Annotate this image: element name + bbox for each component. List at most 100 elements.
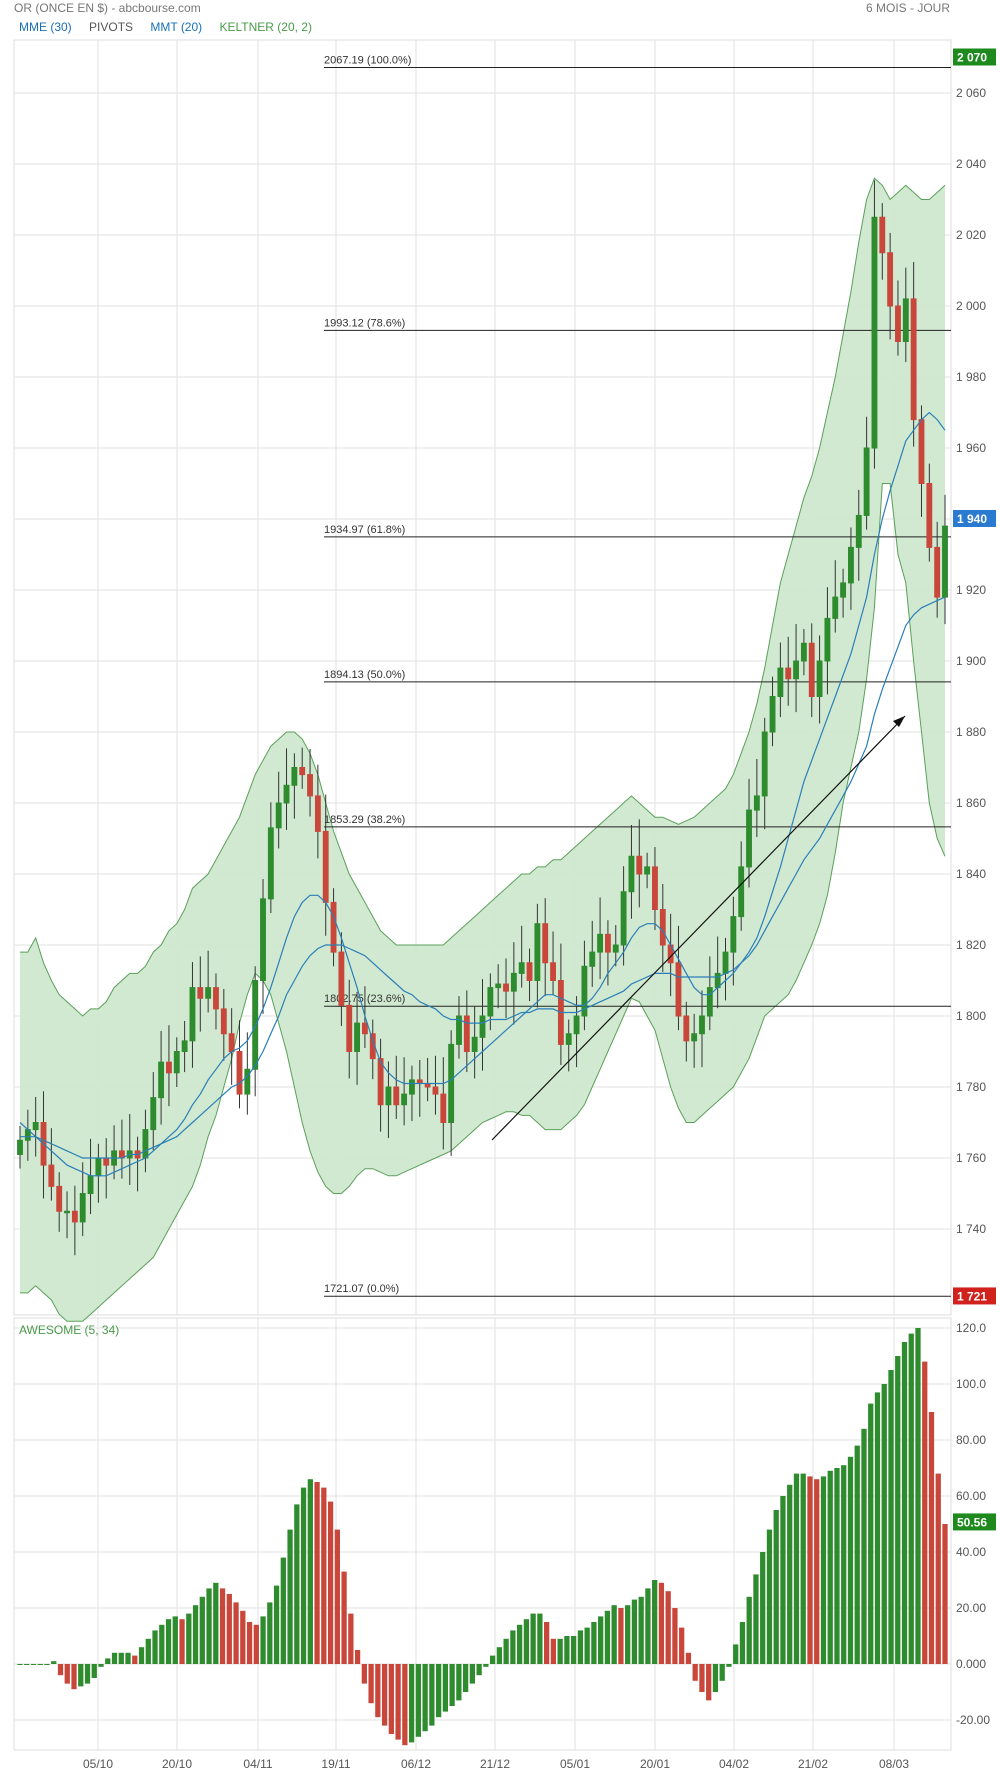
candle-body <box>604 933 611 953</box>
osc-tick-label: 100.0 <box>956 1377 986 1391</box>
candle-body <box>581 965 588 1017</box>
candle <box>612 925 619 967</box>
candle <box>79 1162 86 1237</box>
oscillator-bar <box>739 1622 746 1664</box>
candle <box>32 1096 39 1157</box>
oscillator-bar <box>233 1602 239 1664</box>
candle-body <box>918 419 925 485</box>
candle-body <box>401 1093 408 1106</box>
candle-body <box>236 1051 243 1095</box>
candle-body <box>675 962 682 1017</box>
candle-body <box>863 447 870 516</box>
candle-body <box>479 1015 486 1038</box>
candle-body <box>691 1033 698 1042</box>
oscillator-bar <box>685 1652 692 1664</box>
oscillator-bar <box>841 1465 847 1664</box>
oscillator-bar <box>503 1638 509 1664</box>
oscillator-bar <box>145 1638 151 1664</box>
oscillator-badge-label: 50.56 <box>957 1515 987 1529</box>
candle-body <box>440 1093 447 1123</box>
oscillator-bar <box>213 1582 219 1664</box>
candle-body <box>158 1061 165 1099</box>
candle-body <box>361 1022 368 1035</box>
oscillator-bar <box>111 1652 118 1664</box>
x-tick-label: 05/10 <box>83 1757 113 1771</box>
candle-body <box>510 972 517 992</box>
legend-pivots[interactable]: PIVOTS <box>89 20 134 34</box>
candle <box>910 261 917 447</box>
candle <box>244 1032 251 1115</box>
oscillator-bar <box>388 1664 394 1734</box>
x-tick-label: 20/01 <box>640 1757 670 1771</box>
candle-body <box>463 1015 470 1052</box>
candle-body <box>471 1036 478 1053</box>
period-label[interactable]: 6 MOIS - JOUR <box>865 1 950 15</box>
candle <box>824 587 831 695</box>
oscillator-bar <box>544 1622 550 1664</box>
candle-body <box>652 866 658 911</box>
candle <box>330 888 337 967</box>
candle <box>267 802 274 914</box>
candle <box>581 940 588 1031</box>
legend-mmt[interactable]: MMT (20) <box>150 20 203 34</box>
oscillator-bar <box>246 1622 253 1664</box>
candle-body <box>87 1175 94 1194</box>
candle <box>746 778 752 888</box>
oscillator-bar <box>192 1605 199 1664</box>
oscillator-bar <box>476 1664 482 1676</box>
candle <box>769 676 776 747</box>
candle <box>534 903 541 1008</box>
y-tick-label: 1 740 <box>956 1222 986 1236</box>
candle <box>385 1061 392 1139</box>
oscillator-bar <box>901 1342 908 1664</box>
candle-body <box>299 767 306 776</box>
oscillator-bar <box>132 1655 138 1664</box>
oscillator-bar <box>834 1468 840 1664</box>
candle <box>456 996 462 1059</box>
oscillator-bar <box>395 1664 401 1740</box>
candle-body <box>283 784 290 804</box>
candle-body <box>314 795 321 832</box>
price-panel-frame <box>13 39 952 1316</box>
oscillator-bar <box>652 1580 658 1664</box>
candle-body <box>753 795 760 811</box>
legend-keltner[interactable]: KELTNER (20, 2) <box>219 20 312 34</box>
candle-body <box>448 1043 455 1124</box>
candle <box>291 753 298 819</box>
oscillator-bar <box>307 1479 313 1664</box>
x-tick-label: 04/11 <box>243 1757 272 1771</box>
oscillator-bar <box>334 1529 340 1664</box>
fib-level-label: 1993.12 (78.6%) <box>324 317 405 329</box>
oscillator-bar <box>327 1501 334 1664</box>
oscillator-bar <box>226 1594 232 1664</box>
oscillator-badge-box <box>953 1513 996 1531</box>
oscillator-bar <box>483 1664 489 1667</box>
y-tick-label: 2 000 <box>956 299 986 313</box>
candle-body <box>777 667 784 697</box>
candle <box>808 623 815 718</box>
candle <box>495 964 502 1009</box>
candle <box>463 990 470 1073</box>
legend-mme[interactable]: MME (30) <box>19 20 72 34</box>
candle <box>150 1072 157 1151</box>
oscillator-bar <box>273 1585 280 1664</box>
oscillator-bar <box>489 1655 496 1664</box>
candle-body <box>848 546 854 584</box>
candle <box>863 416 870 530</box>
y-tick-label: 1 780 <box>956 1080 986 1094</box>
oscillator-bar <box>91 1664 97 1678</box>
candle <box>158 1030 165 1125</box>
oscillator-bar <box>928 1412 935 1664</box>
candle-body <box>228 1033 235 1052</box>
oscillator-bar <box>354 1650 361 1664</box>
candle-body <box>322 830 329 903</box>
candle-body <box>189 987 196 1042</box>
candle-body <box>354 1022 361 1052</box>
candle <box>636 819 643 908</box>
oscillator-bar <box>408 1664 415 1743</box>
oscillator-bar <box>550 1638 557 1664</box>
y-tick-label: 1 760 <box>956 1151 986 1165</box>
fib-level-label: 1853.29 (38.2%) <box>324 814 405 826</box>
candle <box>432 1055 439 1115</box>
